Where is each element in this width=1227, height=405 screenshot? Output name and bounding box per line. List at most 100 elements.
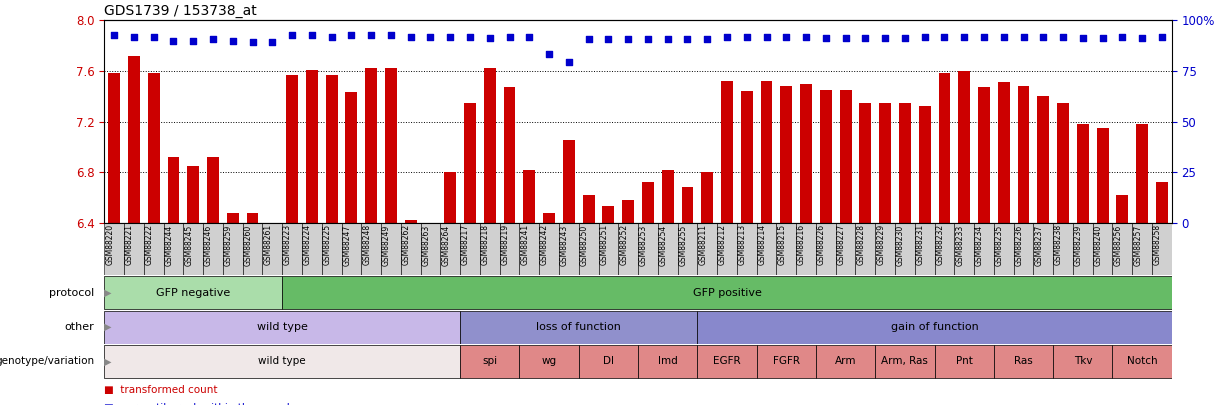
Point [777,34,796,40]
Bar [483,68,496,223]
Point [183,37,202,44]
Bar [721,81,733,223]
Bar [124,223,144,275]
Bar [147,73,160,223]
Text: other: other [65,322,94,332]
Point [974,34,994,40]
Bar [1053,223,1072,275]
Text: GSM88219: GSM88219 [501,224,509,265]
Point [955,34,974,40]
Text: GSM88237: GSM88237 [1034,224,1043,266]
Point [163,37,183,44]
Bar [104,311,460,343]
Point [321,34,341,40]
Text: GSM88224: GSM88224 [303,224,312,265]
Bar [935,223,955,275]
Point [302,32,321,39]
Bar [599,223,618,275]
Point [697,36,717,43]
Bar [1053,345,1113,378]
Bar [638,345,697,378]
Text: GSM88230: GSM88230 [896,224,904,266]
Bar [1156,182,1168,223]
Bar [958,71,971,223]
Bar [183,223,204,275]
Bar [859,102,871,223]
Text: GSM88240: GSM88240 [1093,224,1103,266]
Bar [1033,223,1053,275]
Text: GSM88256: GSM88256 [1113,224,1123,266]
Bar [346,92,357,223]
Point [440,34,460,40]
Bar [325,75,337,223]
Bar [247,213,259,223]
Text: GSM88229: GSM88229 [876,224,885,265]
Point [124,34,144,40]
Text: Pnt: Pnt [956,356,973,367]
Bar [405,220,417,223]
Point [1113,34,1133,40]
Point [243,38,263,45]
Text: GSM88216: GSM88216 [798,224,806,265]
Bar [658,223,677,275]
Bar [880,102,891,223]
Bar [168,157,179,223]
Text: GSM88245: GSM88245 [184,224,193,266]
Bar [480,223,499,275]
Bar [163,223,183,275]
Text: ▶: ▶ [103,322,110,332]
Point [361,32,380,39]
Bar [560,223,579,275]
Point [638,36,658,43]
Bar [919,107,930,223]
Bar [227,213,239,223]
Point [460,34,480,40]
Point [658,36,677,43]
Point [382,32,401,39]
Text: GSM88243: GSM88243 [560,224,569,266]
Bar [539,223,560,275]
Text: GSM88217: GSM88217 [461,224,470,265]
Bar [622,200,634,223]
Bar [1077,124,1088,223]
Text: wild type: wild type [259,356,306,367]
Bar [460,345,519,378]
Text: ■  percentile rank within the sample: ■ percentile rank within the sample [104,403,297,405]
Text: GSM88261: GSM88261 [264,224,272,265]
Bar [128,56,140,223]
Bar [994,223,1014,275]
Bar [994,345,1053,378]
Point [223,37,243,44]
Text: protocol: protocol [49,288,94,298]
Point [401,34,421,40]
Text: wild type: wild type [256,322,308,332]
Point [737,34,757,40]
Text: gain of function: gain of function [891,322,978,332]
Bar [223,223,243,275]
Bar [661,170,674,223]
Text: GSM88213: GSM88213 [737,224,747,265]
Bar [816,345,875,378]
Text: ■  transformed count: ■ transformed count [104,385,218,395]
Bar [602,206,615,223]
Text: GSM88218: GSM88218 [481,224,490,265]
Bar [1017,86,1029,223]
Bar [796,223,816,275]
Bar [104,345,460,378]
Text: genotype/variation: genotype/variation [0,356,94,367]
Text: GSM88257: GSM88257 [1133,224,1142,266]
Text: EGFR: EGFR [713,356,741,367]
Bar [361,223,382,275]
Bar [144,223,163,275]
Text: GSM88246: GSM88246 [204,224,213,266]
Bar [737,223,757,275]
Bar [717,223,737,275]
Text: GSM88234: GSM88234 [975,224,984,266]
Bar [385,68,396,223]
Point [1093,35,1113,41]
Bar [544,213,555,223]
Bar [899,102,910,223]
Bar [697,345,757,378]
Bar [243,223,263,275]
Text: GFP positive: GFP positive [692,288,762,298]
